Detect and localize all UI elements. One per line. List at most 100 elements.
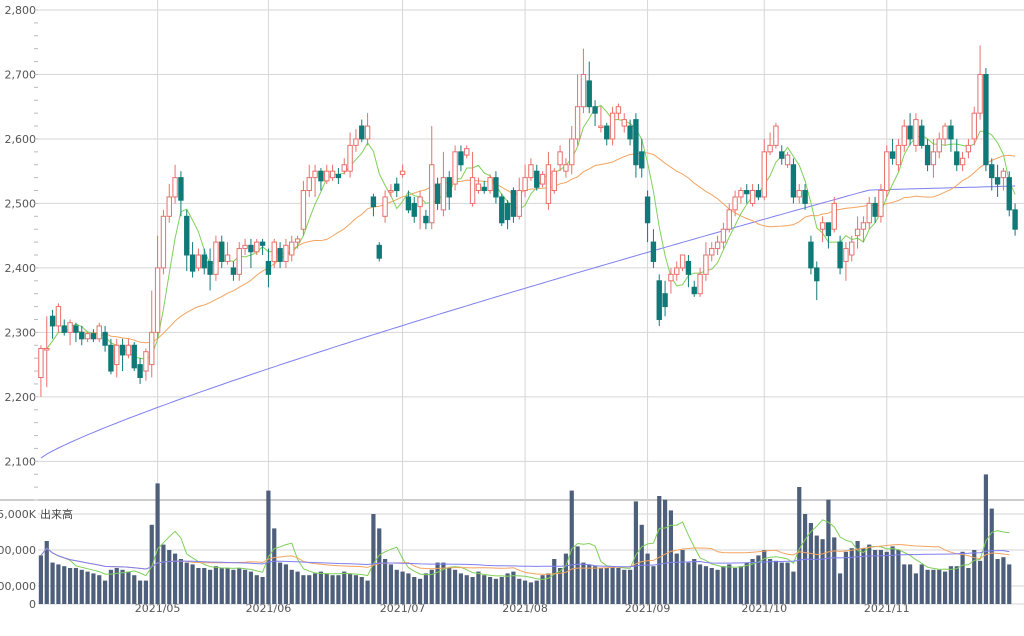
candle-down bbox=[277, 248, 283, 262]
candle-up bbox=[96, 325, 102, 340]
candle-down bbox=[1006, 177, 1012, 211]
volume-bar bbox=[785, 562, 790, 604]
volume-bar bbox=[820, 539, 825, 604]
candle-up bbox=[475, 183, 482, 192]
volume-bar bbox=[62, 566, 67, 604]
volume-bar bbox=[248, 571, 254, 604]
candle-up bbox=[679, 254, 686, 269]
candle-up bbox=[609, 112, 616, 140]
candle-up bbox=[347, 144, 353, 172]
candle-down bbox=[411, 202, 417, 217]
ma75-line bbox=[40, 185, 1016, 459]
volume-bar bbox=[657, 496, 662, 604]
volume-bar bbox=[867, 544, 872, 604]
y-tick-label: 2,700 bbox=[5, 68, 37, 81]
volume-bar bbox=[563, 553, 569, 604]
volume-ma75-line bbox=[40, 547, 1010, 570]
candle-down bbox=[510, 190, 517, 217]
candle-up bbox=[674, 267, 680, 275]
volume-bar bbox=[983, 474, 989, 604]
candle-up bbox=[195, 254, 202, 269]
volume-bar bbox=[604, 568, 609, 604]
candle-down bbox=[458, 151, 464, 166]
volume-bar bbox=[738, 566, 744, 604]
candle-down bbox=[49, 315, 56, 327]
volume-bar bbox=[592, 566, 598, 604]
candle-up bbox=[615, 106, 622, 114]
volume-bar bbox=[161, 544, 166, 604]
candle-up bbox=[773, 125, 779, 146]
volume-bar bbox=[715, 569, 720, 604]
candle-up bbox=[580, 73, 587, 108]
volume-bar bbox=[756, 555, 761, 604]
candle-down bbox=[948, 125, 954, 140]
x-tick-label: 2021/05 bbox=[135, 602, 181, 615]
candle-down bbox=[376, 244, 382, 259]
volume-bar bbox=[406, 573, 411, 604]
volume-bar bbox=[680, 550, 685, 604]
volume-bar bbox=[954, 566, 959, 604]
volume-bar bbox=[50, 562, 55, 604]
volume-bar bbox=[423, 573, 429, 604]
candle-up bbox=[539, 173, 546, 185]
volume-bar bbox=[178, 559, 184, 604]
volume-bar bbox=[692, 559, 697, 604]
candle-up bbox=[166, 196, 172, 217]
volume-bar bbox=[907, 564, 913, 604]
candle-down bbox=[802, 190, 808, 204]
volume-label: 出来高 bbox=[40, 507, 73, 521]
candle-down bbox=[627, 125, 633, 140]
candle-down bbox=[370, 196, 377, 208]
candle-down bbox=[825, 222, 832, 237]
ma25-line bbox=[40, 152, 1016, 349]
candle-up bbox=[306, 177, 312, 192]
candle-up bbox=[574, 106, 581, 140]
candle-up bbox=[971, 112, 977, 140]
candle-down bbox=[405, 196, 412, 211]
candle-up bbox=[429, 164, 435, 224]
volume-tick-label: 5,000K bbox=[0, 508, 37, 521]
candle-up bbox=[738, 190, 744, 198]
volume-bar bbox=[73, 568, 79, 604]
volume-bar bbox=[79, 569, 84, 604]
candle-up bbox=[283, 244, 289, 262]
volume-bar bbox=[336, 575, 341, 604]
volume-bar bbox=[394, 569, 399, 604]
volume-tick-label: 0 bbox=[29, 598, 36, 611]
volume-bar bbox=[546, 573, 551, 604]
volume-bar bbox=[400, 571, 405, 604]
volume-bar bbox=[797, 487, 802, 604]
candle-down bbox=[837, 241, 843, 269]
volume-bar bbox=[231, 569, 236, 604]
volume-bar bbox=[388, 564, 394, 604]
volume-bar bbox=[155, 483, 160, 604]
volume-bar bbox=[732, 568, 738, 604]
volume-bar bbox=[56, 564, 61, 604]
volume-bar bbox=[633, 501, 639, 604]
volume-bar bbox=[493, 578, 499, 604]
candle-down bbox=[201, 254, 207, 269]
candle-down bbox=[131, 344, 137, 369]
candle-up bbox=[901, 125, 907, 146]
candle-up bbox=[1000, 170, 1007, 179]
candle-down bbox=[219, 241, 225, 262]
candle-down bbox=[983, 73, 989, 166]
volume-bar bbox=[260, 577, 265, 604]
candle-down bbox=[446, 177, 452, 198]
y-tick-label: 2,800 bbox=[5, 4, 37, 17]
candle-up bbox=[849, 241, 855, 256]
volume-bar bbox=[476, 571, 481, 604]
candle-up bbox=[884, 151, 890, 192]
candle-up bbox=[965, 144, 972, 153]
candle-down bbox=[184, 215, 190, 256]
volume-bar bbox=[499, 577, 504, 604]
volume-bar bbox=[779, 562, 784, 604]
volume-bar bbox=[441, 562, 446, 604]
candle-up bbox=[621, 119, 627, 127]
candle-up bbox=[469, 177, 476, 204]
volume-bar bbox=[557, 568, 563, 604]
candle-up bbox=[417, 196, 423, 208]
candle-down bbox=[499, 196, 505, 224]
volume-bar bbox=[762, 550, 767, 604]
candle-down bbox=[230, 267, 237, 275]
